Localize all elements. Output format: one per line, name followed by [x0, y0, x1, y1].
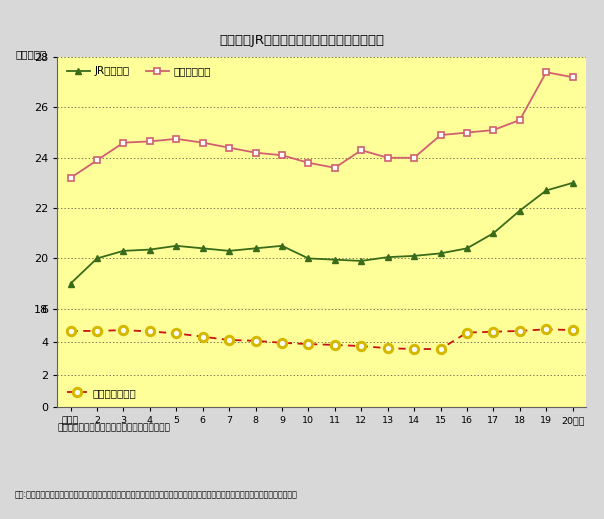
Text: （注）平成２年以前は年間の乗車人員である。: （注）平成２年以前は年間の乗車人員である。: [57, 423, 170, 432]
Text: 図２１　JR・私鉄・市バスの乗車人員の推移: 図２１ JR・私鉄・市バスの乗車人員の推移: [219, 34, 385, 47]
Text: 資料:東日本旅客鉄道株式会社、京浜急行電鉄株式会社、小田急電鉄株式会社、京王電鉄株式会社、東京急行電鉄株式会社、市交通局: 資料:東日本旅客鉄道株式会社、京浜急行電鉄株式会社、小田急電鉄株式会社、京王電鉄…: [15, 490, 298, 499]
Text: 〈千万人〉: 〈千万人〉: [15, 49, 47, 59]
Legend: 市バス乗車人員: 市バス乗車人員: [63, 384, 141, 402]
Legend: JR乗車人員, 私鉄乗車人員: JR乗車人員, 私鉄乗車人員: [63, 62, 216, 80]
